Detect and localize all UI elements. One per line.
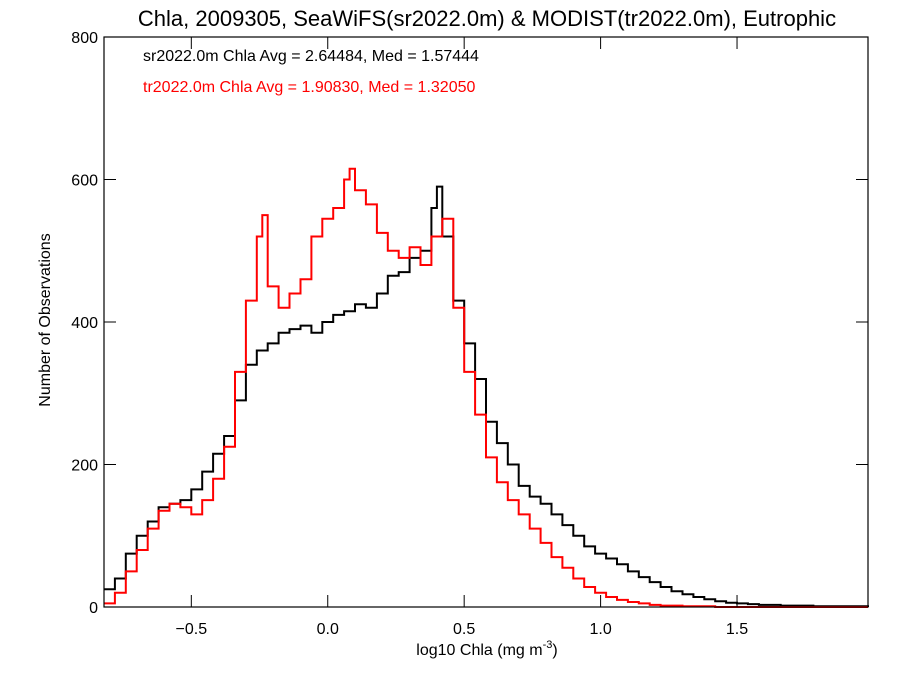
x-axis-label-main: log10 Chla (mg m bbox=[416, 642, 542, 659]
plot-area: −0.5 0.0 0.5 1.0 1.5 0 200 400 600 800 bbox=[71, 30, 869, 638]
series-line-1 bbox=[104, 167, 868, 608]
annotation-tr2022: tr2022.0m Chla Avg = 1.90830, Med = 1.32… bbox=[143, 79, 475, 96]
annotation-sr2022: sr2022.0m Chla Avg = 2.64484, Med = 1.57… bbox=[143, 48, 479, 65]
y-axis-label: Number of Observations bbox=[37, 233, 54, 406]
x-tick-label: 0.0 bbox=[317, 621, 339, 638]
x-tick-label: 1.0 bbox=[589, 621, 611, 638]
x-axis-label-tail: ) bbox=[552, 642, 557, 659]
y-tick-label: 800 bbox=[71, 30, 98, 47]
chart-title: Chla, 2009305, SeaWiFS(sr2022.0m) & MODI… bbox=[138, 6, 836, 31]
x-tick-label: −0.5 bbox=[176, 621, 208, 638]
y-tick-label: 0 bbox=[89, 600, 98, 617]
x-tick-label: 0.5 bbox=[453, 621, 475, 638]
x-axis-label: log10 Chla (mg m-3) bbox=[416, 639, 557, 659]
y-tick-label: 600 bbox=[71, 173, 98, 190]
y-tick-label: 400 bbox=[71, 315, 98, 332]
series-line-0 bbox=[104, 185, 869, 608]
y-tick-label: 200 bbox=[71, 458, 98, 475]
plot-frame bbox=[103, 36, 869, 608]
x-axis-label-superscript: -3 bbox=[543, 639, 553, 651]
x-tick-label: 1.5 bbox=[726, 621, 748, 638]
